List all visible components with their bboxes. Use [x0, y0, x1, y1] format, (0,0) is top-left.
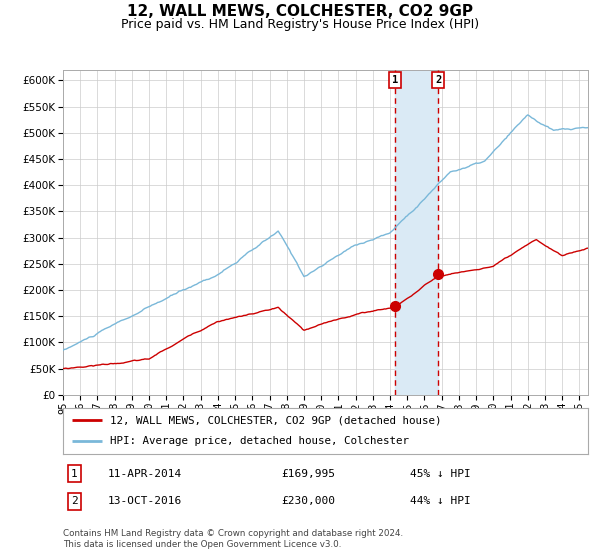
Text: 44% ↓ HPI: 44% ↓ HPI	[409, 496, 470, 506]
Text: 12, WALL MEWS, COLCHESTER, CO2 9GP (detached house): 12, WALL MEWS, COLCHESTER, CO2 9GP (deta…	[110, 415, 442, 425]
Text: 12, WALL MEWS, COLCHESTER, CO2 9GP: 12, WALL MEWS, COLCHESTER, CO2 9GP	[127, 4, 473, 20]
Text: HPI: Average price, detached house, Colchester: HPI: Average price, detached house, Colc…	[110, 436, 409, 446]
Bar	[395, 70, 438, 395]
Text: Contains HM Land Registry data © Crown copyright and database right 2024.
This d: Contains HM Land Registry data © Crown c…	[63, 529, 403, 549]
Text: 1: 1	[392, 74, 398, 85]
Text: 11-APR-2014: 11-APR-2014	[107, 469, 182, 479]
Text: 13-OCT-2016: 13-OCT-2016	[107, 496, 182, 506]
Text: 45% ↓ HPI: 45% ↓ HPI	[409, 469, 470, 479]
Text: £230,000: £230,000	[281, 496, 335, 506]
Text: £169,995: £169,995	[281, 469, 335, 479]
Text: 2: 2	[71, 496, 78, 506]
Text: Price paid vs. HM Land Registry's House Price Index (HPI): Price paid vs. HM Land Registry's House …	[121, 18, 479, 31]
Text: 1: 1	[71, 469, 78, 479]
Text: 2: 2	[435, 74, 441, 85]
